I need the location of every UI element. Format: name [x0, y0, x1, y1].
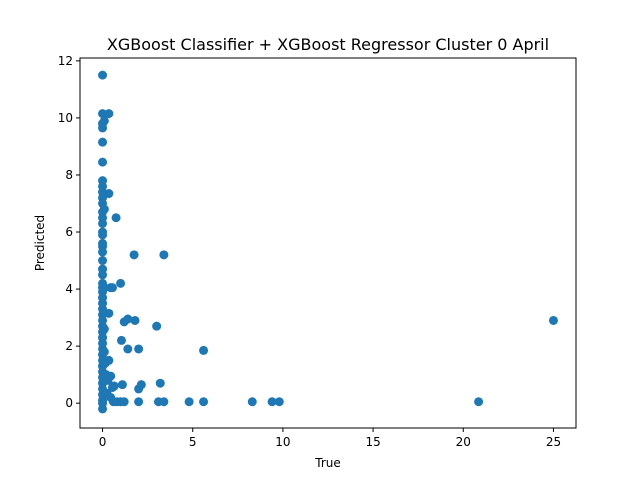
data-point [474, 397, 484, 407]
data-point [98, 218, 108, 228]
data-point [152, 321, 162, 331]
data-point [130, 315, 140, 325]
data-point [104, 308, 114, 318]
data-point [104, 189, 114, 199]
data-point [111, 213, 121, 223]
data-point [129, 250, 139, 260]
data-point [98, 123, 108, 133]
data-point [98, 256, 108, 266]
data-point [109, 381, 119, 391]
x-tick-label: 20 [456, 435, 471, 449]
data-point [134, 344, 144, 354]
x-tick-label: 0 [99, 435, 107, 449]
x-axis-label: True [314, 456, 341, 470]
y-tick-label: 2 [65, 339, 73, 353]
y-tick-label: 8 [65, 168, 73, 182]
data-point [134, 397, 144, 407]
plot-frame [79, 57, 577, 429]
data-point [98, 270, 108, 280]
data-point [116, 278, 126, 288]
data-point [155, 378, 165, 388]
data-point [98, 157, 108, 167]
x-tick-label: 5 [189, 435, 197, 449]
data-point [159, 250, 169, 260]
data-point [98, 70, 108, 80]
data-point [99, 283, 109, 293]
data-point [98, 137, 108, 147]
y-axis-label: Predicted [33, 215, 47, 271]
y-tick-label: 6 [65, 225, 73, 239]
data-point [123, 314, 133, 324]
data-point [104, 109, 114, 119]
data-point [247, 397, 257, 407]
chart-title: XGBoost Classifier + XGBoost Regressor C… [107, 35, 549, 54]
data-point [116, 335, 126, 345]
data-point [98, 109, 108, 119]
ticks-layer: 0 5 10 15 20 25 0 2 4 6 8 10 12 [58, 54, 561, 449]
data-point [117, 380, 127, 390]
x-tick-label: 10 [275, 435, 290, 449]
data-point [106, 371, 116, 381]
data-point [159, 397, 169, 407]
data-point [184, 397, 194, 407]
data-point [199, 345, 209, 355]
x-tick-label: 15 [365, 435, 380, 449]
data-point [104, 355, 114, 365]
x-tick-label: 25 [546, 435, 561, 449]
data-point [274, 397, 284, 407]
data-point [267, 397, 277, 407]
data-point [107, 283, 117, 293]
data-point [119, 397, 129, 407]
y-tick-label: 12 [58, 54, 73, 68]
data-point [136, 380, 146, 390]
data-point [199, 397, 209, 407]
data-point [98, 247, 108, 257]
data-point [98, 404, 108, 414]
y-tick-label: 4 [65, 282, 73, 296]
data-point [98, 230, 108, 240]
data-point [548, 315, 558, 325]
y-tick-label: 0 [65, 396, 73, 410]
y-tick-label: 10 [58, 111, 73, 125]
points-layer [98, 70, 558, 414]
data-point [123, 344, 133, 354]
data-point [99, 347, 109, 357]
